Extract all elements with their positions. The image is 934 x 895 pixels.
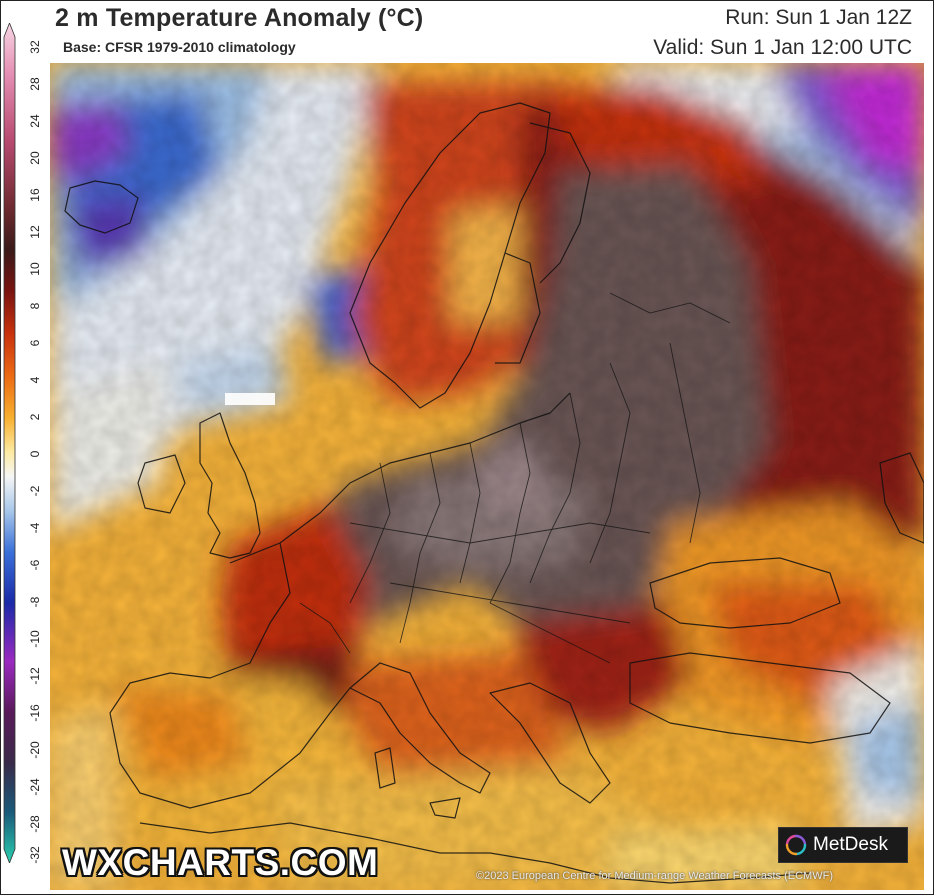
- temperature-anomaly-map: [50, 63, 924, 890]
- valid-time: Valid: Sun 1 Jan 12:00 UTC: [653, 36, 912, 59]
- scale-label: -4: [28, 522, 42, 534]
- scale-label: 6: [28, 339, 42, 347]
- scale-label: 24: [28, 114, 42, 128]
- wxcharts-logo: WXCHARTS.COM: [62, 842, 379, 883]
- scale-label: 10: [28, 262, 42, 276]
- copyright-notice: ©2023 European Centre for Medium-range W…: [476, 870, 833, 882]
- scale-label: -8: [28, 596, 42, 608]
- chart-subtitle: Base: CFSR 1979-2010 climatology: [63, 39, 296, 55]
- scale-label: 32: [28, 40, 42, 54]
- scale-label: -2: [28, 485, 42, 497]
- scale-label: 28: [28, 77, 42, 91]
- scale-label: -32: [28, 846, 42, 864]
- chart-title: 2 m Temperature Anomaly (°C): [55, 4, 424, 32]
- metdesk-swirl-icon: [785, 834, 807, 856]
- color-scale-bar: [3, 23, 16, 863]
- scale-label: -16: [28, 704, 42, 722]
- scale-label: -28: [28, 815, 42, 833]
- scale-label: -20: [28, 741, 42, 759]
- scale-label: -12: [28, 667, 42, 685]
- scale-label: 2: [28, 413, 42, 421]
- scale-label: 4: [28, 376, 42, 384]
- color-scale-labels: 32 28 24 20 16 12 10 8 6 4 2 0 -2 -4 -6 …: [20, 40, 50, 863]
- scale-label: 16: [28, 188, 42, 202]
- scale-label: -6: [28, 559, 42, 571]
- scale-label: 20: [28, 151, 42, 165]
- metdesk-logo: MetDesk: [778, 827, 908, 863]
- metdesk-label: MetDesk: [813, 834, 888, 855]
- run-time: Run: Sun 1 Jan 12Z: [725, 6, 912, 29]
- scale-label: -24: [28, 778, 42, 796]
- scale-label: 0: [28, 450, 42, 458]
- scale-label: -10: [28, 630, 42, 648]
- scale-label: 12: [28, 225, 42, 239]
- scale-label: 8: [28, 302, 42, 310]
